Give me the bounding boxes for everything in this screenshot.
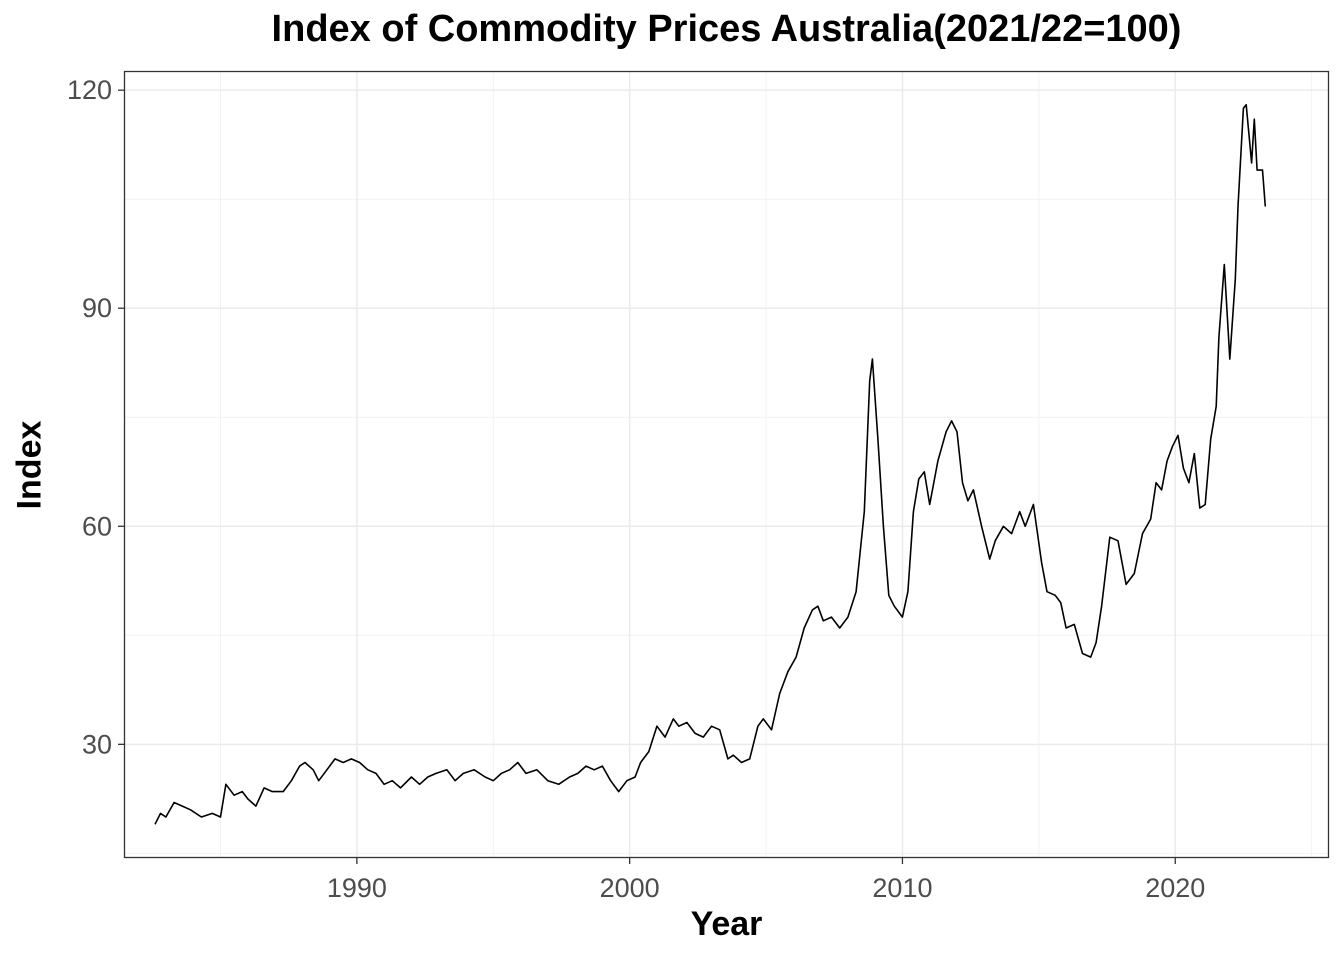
x-axis-title: Year bbox=[690, 905, 763, 943]
plot-panel-border bbox=[123, 70, 1330, 859]
series-layer bbox=[154, 103, 1267, 825]
chart-title: Index of Commodity Prices Australia(2021… bbox=[271, 8, 1182, 50]
y-tick-label: 90 bbox=[82, 293, 112, 323]
series-line-0 bbox=[154, 103, 1267, 825]
y-tick-label: 30 bbox=[82, 729, 112, 759]
y-axis: 30 60 90 120 bbox=[67, 75, 125, 759]
y-tick-label: 60 bbox=[82, 511, 112, 541]
x-axis: 1990 2000 2010 2020 bbox=[327, 857, 1205, 903]
x-tick-label: 2020 bbox=[1145, 873, 1205, 903]
y-tick-label: 120 bbox=[67, 75, 112, 105]
x-tick-label: 2000 bbox=[600, 873, 660, 903]
minor-gridlines bbox=[125, 72, 1328, 857]
x-tick-label: 1990 bbox=[327, 873, 387, 903]
x-tick-label: 2010 bbox=[872, 873, 932, 903]
major-gridlines bbox=[125, 72, 1328, 857]
